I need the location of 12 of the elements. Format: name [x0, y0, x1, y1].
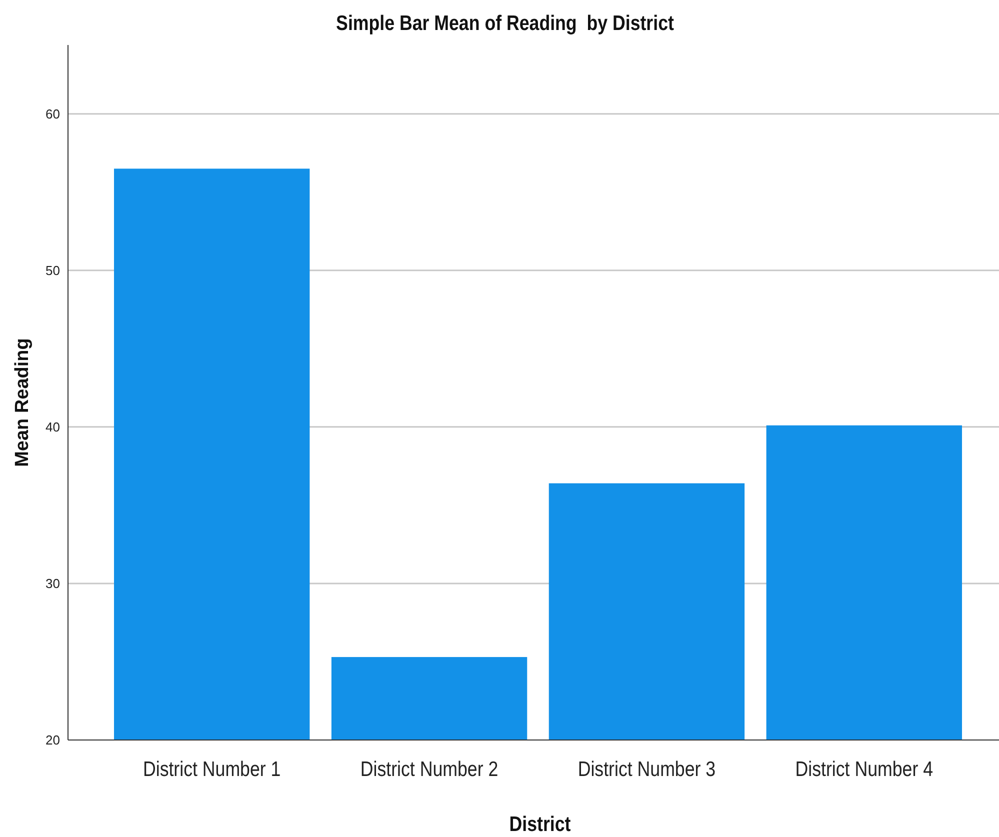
x-tick-label: District Number 4 — [795, 758, 934, 782]
x-tick-label: District Number 2 — [360, 758, 498, 782]
chart-title: Simple Bar Mean of Reading by District — [336, 12, 674, 36]
y-tick-label: 40 — [46, 419, 60, 434]
x-axis-title: District — [509, 812, 572, 836]
y-tick-label: 50 — [46, 262, 60, 278]
y-tick-label: 60 — [46, 106, 60, 122]
y-axis-title: Mean Reading — [12, 338, 33, 467]
y-tick-label: 30 — [46, 576, 60, 592]
x-tick-label: District Number 3 — [578, 758, 716, 782]
x-tick-label: District Number 1 — [142, 758, 281, 782]
y-tick-label: 20 — [46, 732, 60, 748]
